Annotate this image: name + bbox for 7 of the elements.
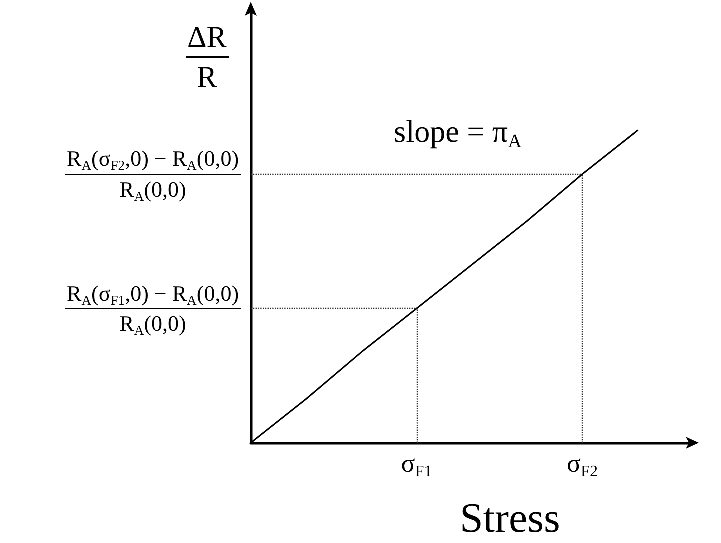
x-axis-title: Stress <box>460 496 560 542</box>
text: R$_{A}$(σ$_{F1}$,0) − R$_{A}$(0,0) R$_{A}$(0,0) <box>67 280 240 338</box>
annotation: slope = π$_{A}$ <box>394 114 522 152</box>
x-tick-label: σ$_{F2}$ <box>567 449 598 480</box>
x-tick-label: σ$_{F1}$ <box>401 449 432 480</box>
text: R$_{A}$(σ$_{F2}$,0) − R$_{A}$(0,0) R$_{A}$(0,0) <box>67 146 240 204</box>
y-axis-title: ΔR R <box>186 21 228 94</box>
